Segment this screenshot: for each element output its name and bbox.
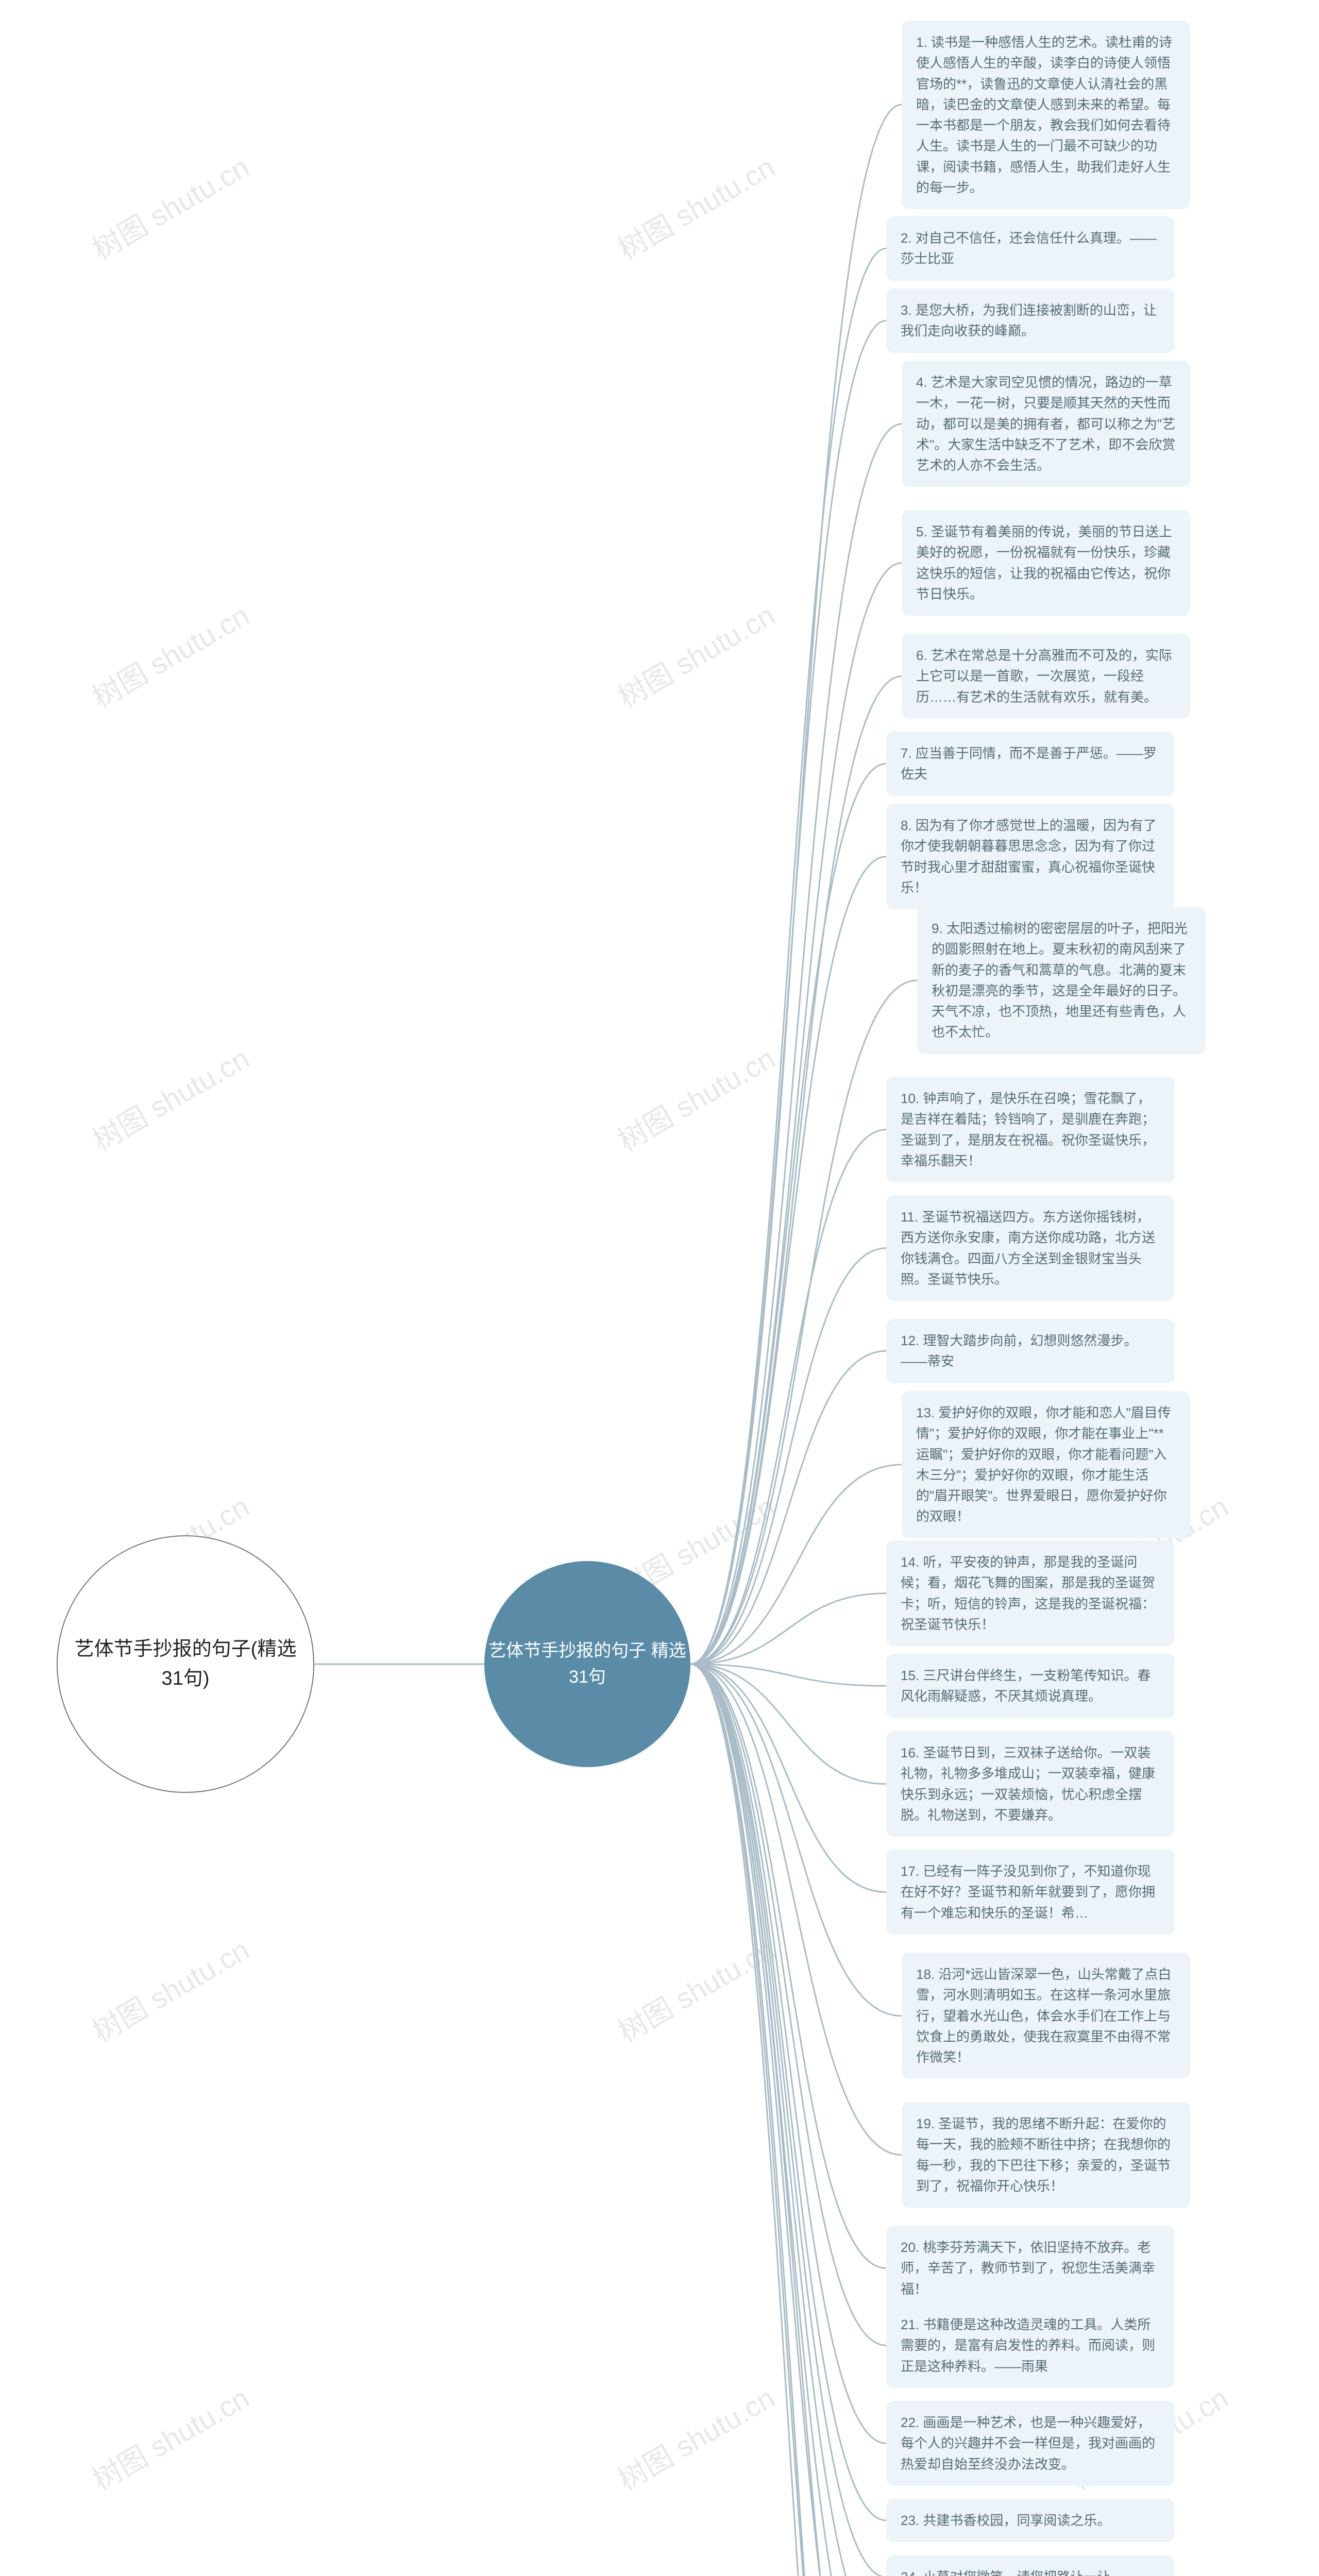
leaf-text: 1. 读书是一种感悟人生的艺术。读杜甫的诗使人感悟人生的辛酸，读李白的诗使人领悟…	[916, 35, 1172, 195]
leaf-node[interactable]: 7. 应当善于同情，而不是善于严惩。——罗佐夫	[886, 732, 1175, 796]
leaf-node[interactable]: 3. 是您大桥，为我们连接被割断的山峦，让我们走向收获的峰巅。	[886, 289, 1175, 353]
leaf-node[interactable]: 19. 圣诞节，我的思绪不断升起：在爱你的每一天，我的脸颊不断往中挤；在我想你的…	[902, 2102, 1190, 2208]
watermark: 树图 shutu.cn	[83, 1036, 256, 1160]
leaf-node[interactable]: 10. 钟声响了，是快乐在召唤；雪花飘了，是吉祥在着陆；铃铛响了，是驯鹿在奔跑；…	[886, 1077, 1175, 1182]
leaf-text: 9. 太阳透过榆树的密密层层的叶子，把阳光的圆影照射在地上。夏末秋初的南风刮来了…	[932, 921, 1188, 1040]
leaf-text: 17. 已经有一阵子没见到你了，不知道你现在好不好？圣诞节和新年就要到了，愿你拥…	[901, 1863, 1155, 1921]
leaf-node[interactable]: 21. 书籍便是这种改造灵魂的工具。人类所需要的，是富有启发性的养料。而阅读，则…	[886, 2303, 1175, 2388]
root-label: 艺体节手抄报的句子(精选31句)	[68, 1635, 303, 1693]
leaf-node[interactable]: 1. 读书是一种感悟人生的艺术。读杜甫的诗使人感悟人生的辛酸，读李白的诗使人领悟…	[902, 21, 1190, 209]
leaf-node[interactable]: 14. 听，平安夜的钟声，那是我的圣诞问候；看，烟花飞舞的图案，那是我的圣诞贺卡…	[886, 1540, 1175, 1646]
leaf-text: 7. 应当善于同情，而不是善于严惩。——罗佐夫	[901, 745, 1157, 782]
leaf-text: 8. 因为有了你才感觉世上的温暖，因为有了你才使我朝朝暮暮思思念念，因为有了你过…	[901, 818, 1157, 895]
leaf-node[interactable]: 20. 桃李芬芳满天下，依旧坚持不放弃。老师，辛苦了，教师节到了，祝您生活美满幸…	[886, 2226, 1175, 2311]
leaf-node[interactable]: 6. 艺术在常总是十分高雅而不可及的，实际上它可以是一首歌，一次展览，一段经历……	[902, 634, 1190, 719]
leaf-node[interactable]: 18. 沿河*远山皆深翠一色，山头常戴了点白雪，河水则清明如玉。在这样一条河水里…	[902, 1953, 1190, 2079]
root-node[interactable]: 艺体节手抄报的句子(精选31句)	[57, 1535, 314, 1793]
leaf-text: 2. 对自己不信任，还会信任什么真理。——莎士比亚	[901, 230, 1157, 266]
leaf-node[interactable]: 5. 圣诞节有着美丽的传说，美丽的节日送上美好的祝愿，一份祝福就有一份快乐，珍藏…	[902, 510, 1190, 616]
leaf-text: 13. 爱护好你的双眼，你才能和恋人"眉目传情"；爱护好你的双眼，你才能在事业上…	[916, 1405, 1171, 1524]
leaf-node[interactable]: 23. 共建书香校园，同享阅读之乐。	[886, 2499, 1175, 2542]
leaf-text: 4. 艺术是大家司空见惯的情况，路边的一草一木，一花一树，只要是顺其天然的天性而…	[916, 375, 1175, 473]
leaf-text: 14. 听，平安夜的钟声，那是我的圣诞问候；看，烟花飞舞的图案，那是我的圣诞贺卡…	[901, 1554, 1155, 1632]
leaf-text: 16. 圣诞节日到，三双袜子送给你。一双装礼物，礼物多多堆成山；一双装幸福，健康…	[901, 1745, 1155, 1823]
watermark: 树图 shutu.cn	[609, 593, 781, 717]
leaf-text: 24. 小草对您微笑，请您把路让一让。	[901, 2569, 1124, 2576]
leaf-text: 6. 艺术在常总是十分高雅而不可及的，实际上它可以是一首歌，一次展览，一段经历……	[916, 648, 1172, 705]
leaf-text: 3. 是您大桥，为我们连接被割断的山峦，让我们走向收获的峰巅。	[901, 302, 1157, 338]
leaf-node[interactable]: 22. 画画是一种艺术，也是一种兴趣爱好，每个人的兴趣并不会一样但是，我对画画的…	[886, 2401, 1175, 2486]
leaf-text: 23. 共建书香校园，同享阅读之乐。	[901, 2513, 1110, 2528]
leaf-node[interactable]: 13. 爱护好你的双眼，你才能和恋人"眉目传情"；爱护好你的双眼，你才能在事业上…	[902, 1391, 1190, 1538]
watermark: 树图 shutu.cn	[83, 1927, 256, 2051]
leaf-node[interactable]: 8. 因为有了你才感觉世上的温暖，因为有了你才使我朝朝暮暮思思念念，因为有了你过…	[886, 804, 1175, 909]
leaf-text: 12. 理智大踏步向前，幻想则悠然漫步。——蒂安	[901, 1333, 1137, 1369]
leaf-node[interactable]: 11. 圣诞节祝福送四方。东方送你摇钱树，西方送你永安康，南方送你成功路，北方送…	[886, 1195, 1175, 1301]
watermark: 树图 shutu.cn	[609, 2376, 781, 2499]
watermark: 树图 shutu.cn	[609, 145, 781, 268]
leaf-node[interactable]: 17. 已经有一阵子没见到你了，不知道你现在好不好？圣诞节和新年就要到了，愿你拥…	[886, 1850, 1175, 1935]
leaf-text: 11. 圣诞节祝福送四方。东方送你摇钱树，西方送你永安康，南方送你成功路，北方送…	[901, 1209, 1155, 1287]
leaf-text: 20. 桃李芬芳满天下，依旧坚持不放弃。老师，辛苦了，教师节到了，祝您生活美满幸…	[901, 2240, 1155, 2297]
leaf-text: 21. 书籍便是这种改造灵魂的工具。人类所需要的，是富有启发性的养料。而阅读，则…	[901, 2317, 1155, 2374]
watermark: 树图 shutu.cn	[83, 593, 256, 717]
hub-node[interactable]: 艺体节手抄报的句子 精选31句	[484, 1561, 690, 1767]
leaf-text: 10. 钟声响了，是快乐在召唤；雪花飘了，是吉祥在着陆；铃铛响了，是驯鹿在奔跑；…	[901, 1091, 1155, 1168]
leaf-text: 15. 三尺讲台伴终生，一支粉笔传知识。春风化雨解疑惑，不厌其烦说真理。	[901, 1668, 1151, 1704]
leaf-node[interactable]: 2. 对自己不信任，还会信任什么真理。——莎士比亚	[886, 216, 1175, 281]
leaf-text: 22. 画画是一种艺术，也是一种兴趣爱好，每个人的兴趣并不会一样但是，我对画画的…	[901, 2415, 1155, 2472]
leaf-node[interactable]: 12. 理智大踏步向前，幻想则悠然漫步。——蒂安	[886, 1319, 1175, 1383]
leaf-node[interactable]: 4. 艺术是大家司空见惯的情况，路边的一草一木，一花一树，只要是顺其天然的天性而…	[902, 361, 1190, 487]
watermark: 树图 shutu.cn	[83, 145, 256, 268]
watermark: 树图 shutu.cn	[83, 2376, 256, 2499]
leaf-text: 18. 沿河*远山皆深翠一色，山头常戴了点白雪，河水则清明如玉。在这样一条河水里…	[916, 1967, 1172, 2065]
leaf-text: 19. 圣诞节，我的思绪不断升起：在爱你的每一天，我的脸颊不断往中挤；在我想你的…	[916, 2116, 1171, 2194]
leaf-node[interactable]: 24. 小草对您微笑，请您把路让一让。	[886, 2555, 1175, 2576]
mindmap-canvas: 树图 shutu.cn 树图 shutu.cn 树图 shutu.cn 树图 shut…	[0, 0, 1319, 2576]
leaf-node[interactable]: 16. 圣诞节日到，三双袜子送给你。一双装礼物，礼物多多堆成山；一双装幸福，健康…	[886, 1731, 1175, 1837]
leaf-node[interactable]: 9. 太阳透过榆树的密密层层的叶子，把阳光的圆影照射在地上。夏末秋初的南风刮来了…	[917, 907, 1206, 1054]
watermark: 树图 shutu.cn	[609, 1927, 781, 2051]
leaf-node[interactable]: 15. 三尺讲台伴终生，一支粉笔传知识。春风化雨解疑惑，不厌其烦说真理。	[886, 1654, 1175, 1718]
watermark: 树图 shutu.cn	[609, 1036, 781, 1160]
leaf-text: 5. 圣诞节有着美丽的传说，美丽的节日送上美好的祝愿，一份祝福就有一份快乐，珍藏…	[916, 524, 1172, 602]
hub-label: 艺体节手抄报的句子 精选31句	[484, 1638, 690, 1690]
